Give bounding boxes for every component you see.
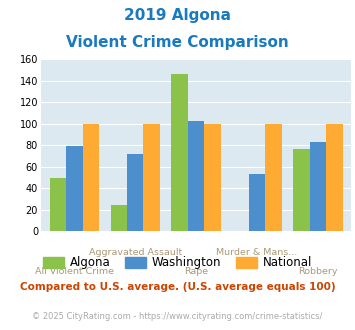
- Bar: [171, 74, 188, 231]
- Text: Violent Crime Comparison: Violent Crime Comparison: [66, 35, 289, 50]
- Text: Murder & Mans...: Murder & Mans...: [217, 248, 298, 257]
- Bar: [249, 174, 265, 231]
- Bar: [204, 124, 221, 231]
- Text: Rape: Rape: [184, 267, 208, 276]
- Bar: [66, 146, 83, 231]
- Bar: [83, 124, 99, 231]
- Bar: [326, 124, 343, 231]
- Bar: [293, 149, 310, 231]
- Bar: [143, 124, 160, 231]
- Text: Robbery: Robbery: [298, 267, 338, 276]
- Text: Aggravated Assault: Aggravated Assault: [89, 248, 182, 257]
- Bar: [50, 179, 66, 231]
- Legend: Algona, Washington, National: Algona, Washington, National: [38, 252, 317, 274]
- Text: All Violent Crime: All Violent Crime: [35, 267, 114, 276]
- Bar: [310, 142, 326, 231]
- Text: 2019 Algona: 2019 Algona: [124, 8, 231, 23]
- Bar: [127, 154, 143, 231]
- Bar: [188, 120, 204, 231]
- Text: © 2025 CityRating.com - https://www.cityrating.com/crime-statistics/: © 2025 CityRating.com - https://www.city…: [32, 312, 323, 321]
- Text: Compared to U.S. average. (U.S. average equals 100): Compared to U.S. average. (U.S. average …: [20, 282, 335, 292]
- Bar: [265, 124, 282, 231]
- Bar: [110, 205, 127, 231]
